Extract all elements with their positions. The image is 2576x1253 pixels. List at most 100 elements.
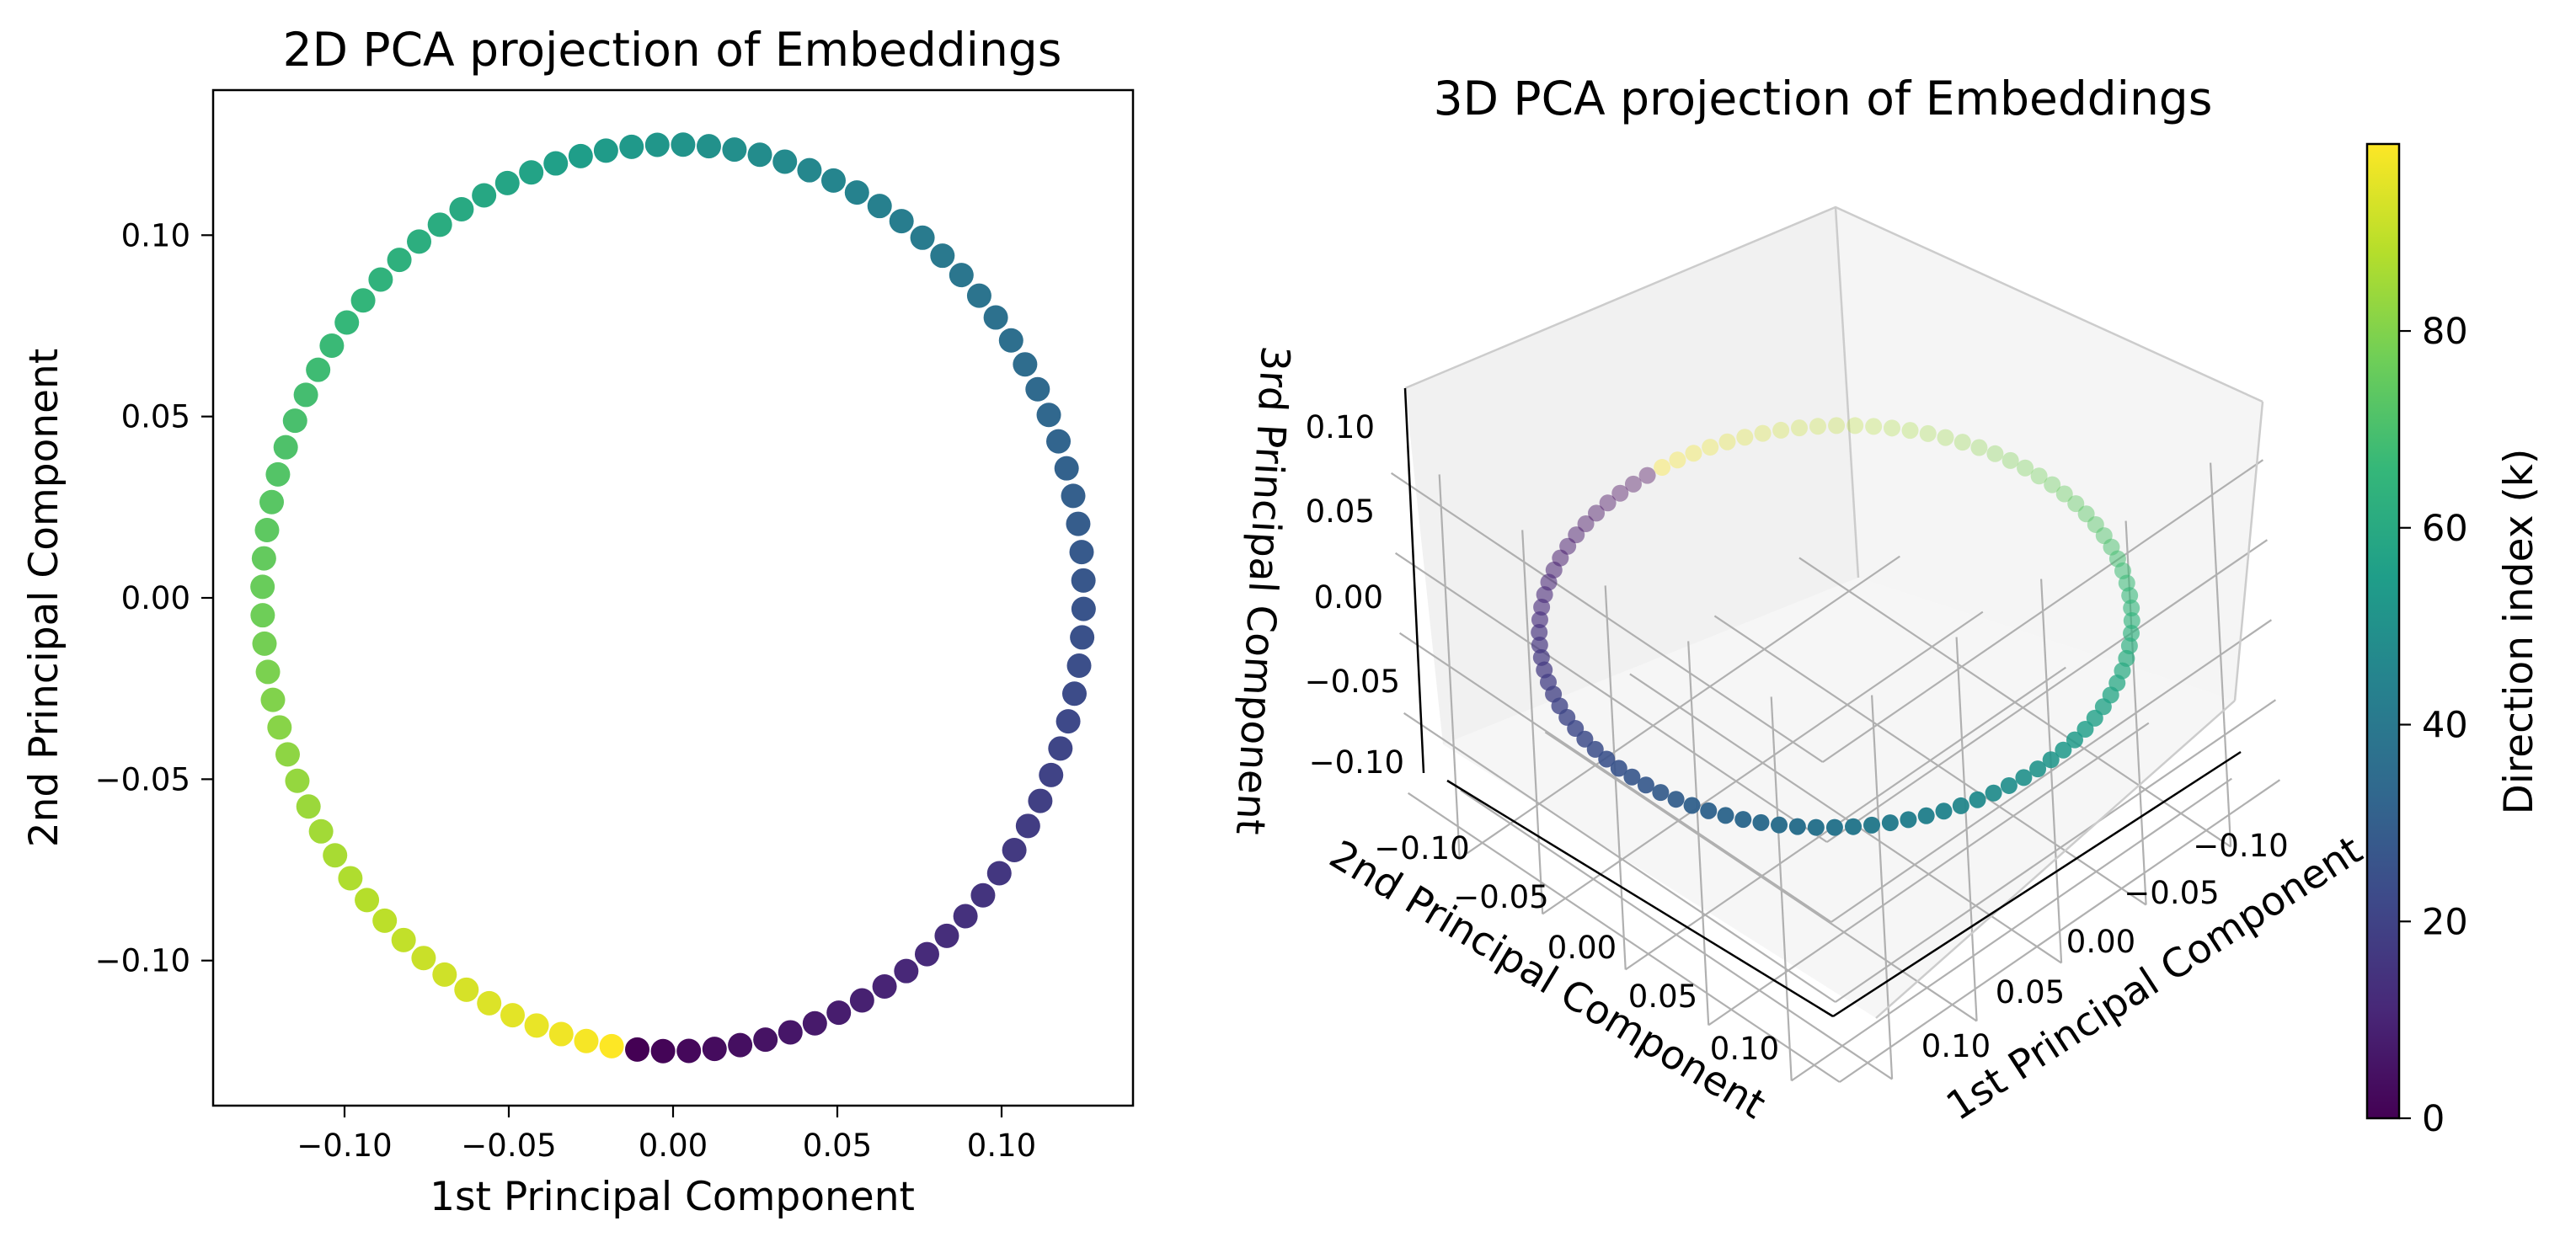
chart-2d-x-axis-label: 1st Principal Component: [430, 1174, 915, 1220]
y-tick-label: −0.05: [95, 761, 190, 797]
chart-3d-right-edge: [2233, 401, 2264, 701]
data-point-3d: [2076, 720, 2094, 738]
data-point-3d: [1667, 791, 1685, 808]
grid-line: [1708, 722, 2150, 1026]
chart-3d-back-edge: [1834, 206, 1860, 579]
data-point: [252, 631, 277, 656]
grid-line: [1822, 459, 2264, 763]
data-point: [1046, 429, 1072, 454]
colorbar-tick-label: 0: [2422, 1098, 2445, 1140]
data-point: [250, 574, 275, 600]
data-point: [250, 603, 275, 628]
chart-3d-front-right-edge: [1875, 700, 2236, 1019]
data-point: [391, 927, 416, 952]
data-point-3d: [2123, 625, 2140, 642]
data-point: [1036, 403, 1061, 428]
data-point: [524, 1013, 549, 1038]
data-point: [1013, 352, 1038, 377]
x-tick-label: 0.00: [639, 1128, 708, 1164]
colorbar-tick-label: 40: [2422, 705, 2468, 747]
data-point-3d: [1937, 429, 1954, 446]
colorbar: 0 20 40 60 80 Direction index (k): [2365, 142, 2542, 1140]
data-point: [308, 818, 334, 844]
data-point-3d: [1718, 433, 1736, 451]
data-point: [259, 489, 285, 515]
y3d-tick-label: 0.00: [1547, 930, 1617, 966]
z3d-tick-label: 0.05: [1306, 493, 1375, 530]
z3d-tick-label: −0.05: [1305, 664, 1400, 700]
data-point: [368, 267, 393, 292]
data-point-3d: [1969, 791, 1986, 808]
data-point: [826, 1000, 852, 1026]
data-point: [802, 1010, 827, 1036]
data-point-3d: [2123, 612, 2140, 630]
data-point: [296, 794, 321, 819]
data-point: [265, 461, 291, 487]
data-point: [1061, 681, 1087, 706]
data-point: [722, 137, 747, 163]
colorbar-tick-label: 60: [2422, 508, 2468, 550]
grid-line: [1770, 696, 1793, 1081]
data-point: [953, 904, 978, 929]
data-point: [472, 183, 497, 208]
data-point: [778, 1020, 803, 1045]
data-point-3d: [1970, 439, 1988, 456]
data-point: [548, 1021, 574, 1047]
data-point: [1066, 511, 1091, 536]
chart-3d-points: [1531, 417, 2140, 836]
data-point: [427, 212, 452, 237]
data-point: [1069, 540, 1094, 565]
data-point: [1015, 813, 1040, 839]
data-point: [273, 435, 298, 460]
data-point: [910, 225, 935, 250]
data-point-3d: [1717, 807, 1734, 824]
z3d-tick-label: 0.00: [1314, 579, 1383, 616]
data-point: [671, 132, 696, 157]
data-point-3d: [1825, 818, 1843, 836]
data-point-3d: [2044, 476, 2061, 493]
data-point-3d: [2055, 485, 2073, 503]
data-point-3d: [1611, 484, 1629, 502]
data-point-3d: [2055, 741, 2072, 759]
x3d-tick-label: 0.10: [1921, 1028, 1991, 1064]
data-point: [306, 357, 331, 382]
data-point: [914, 941, 939, 967]
data-point: [949, 263, 974, 288]
data-point-3d: [1598, 750, 1616, 768]
data-point: [702, 1037, 727, 1062]
x-tick-label: −0.10: [297, 1128, 392, 1164]
data-point-3d: [2086, 709, 2103, 727]
data-point: [844, 180, 869, 205]
data-point: [449, 197, 474, 222]
grid-line: [1830, 619, 2273, 923]
data-point-3d: [1846, 417, 1864, 435]
data-point-3d: [1985, 784, 2002, 802]
x3d-tick-label: 0.05: [1996, 974, 2065, 1010]
x-tick-label: 0.10: [967, 1128, 1036, 1164]
data-point-3d: [1771, 816, 1788, 834]
data-point-3d: [1531, 623, 1548, 641]
data-point-3d: [1702, 439, 1719, 456]
x-tick-label: −0.05: [461, 1128, 556, 1164]
data-point: [747, 142, 772, 168]
colorbar-label: Direction index (k): [2496, 449, 2542, 815]
data-point: [494, 170, 520, 195]
data-point: [970, 882, 996, 908]
data-point: [1028, 788, 1053, 813]
chart-3d-title: 3D PCA projection of Embeddings: [1434, 72, 2213, 125]
data-point-3d: [1577, 515, 1595, 533]
data-point-3d: [1624, 475, 1642, 493]
data-point-3d: [1883, 419, 1900, 437]
data-point: [387, 248, 412, 273]
grid-line: [1826, 539, 2269, 843]
data-point: [797, 157, 822, 183]
data-point: [696, 134, 721, 159]
data-point-3d: [2067, 495, 2085, 513]
data-point: [894, 958, 919, 984]
grid-line: [1394, 552, 1828, 843]
data-point: [676, 1038, 702, 1064]
data-point: [1071, 568, 1096, 593]
chart-2d-points: [250, 132, 1096, 1064]
data-point-3d: [1919, 424, 1937, 442]
colorbar-ticks: 0 20 40 60 80: [2399, 311, 2468, 1140]
